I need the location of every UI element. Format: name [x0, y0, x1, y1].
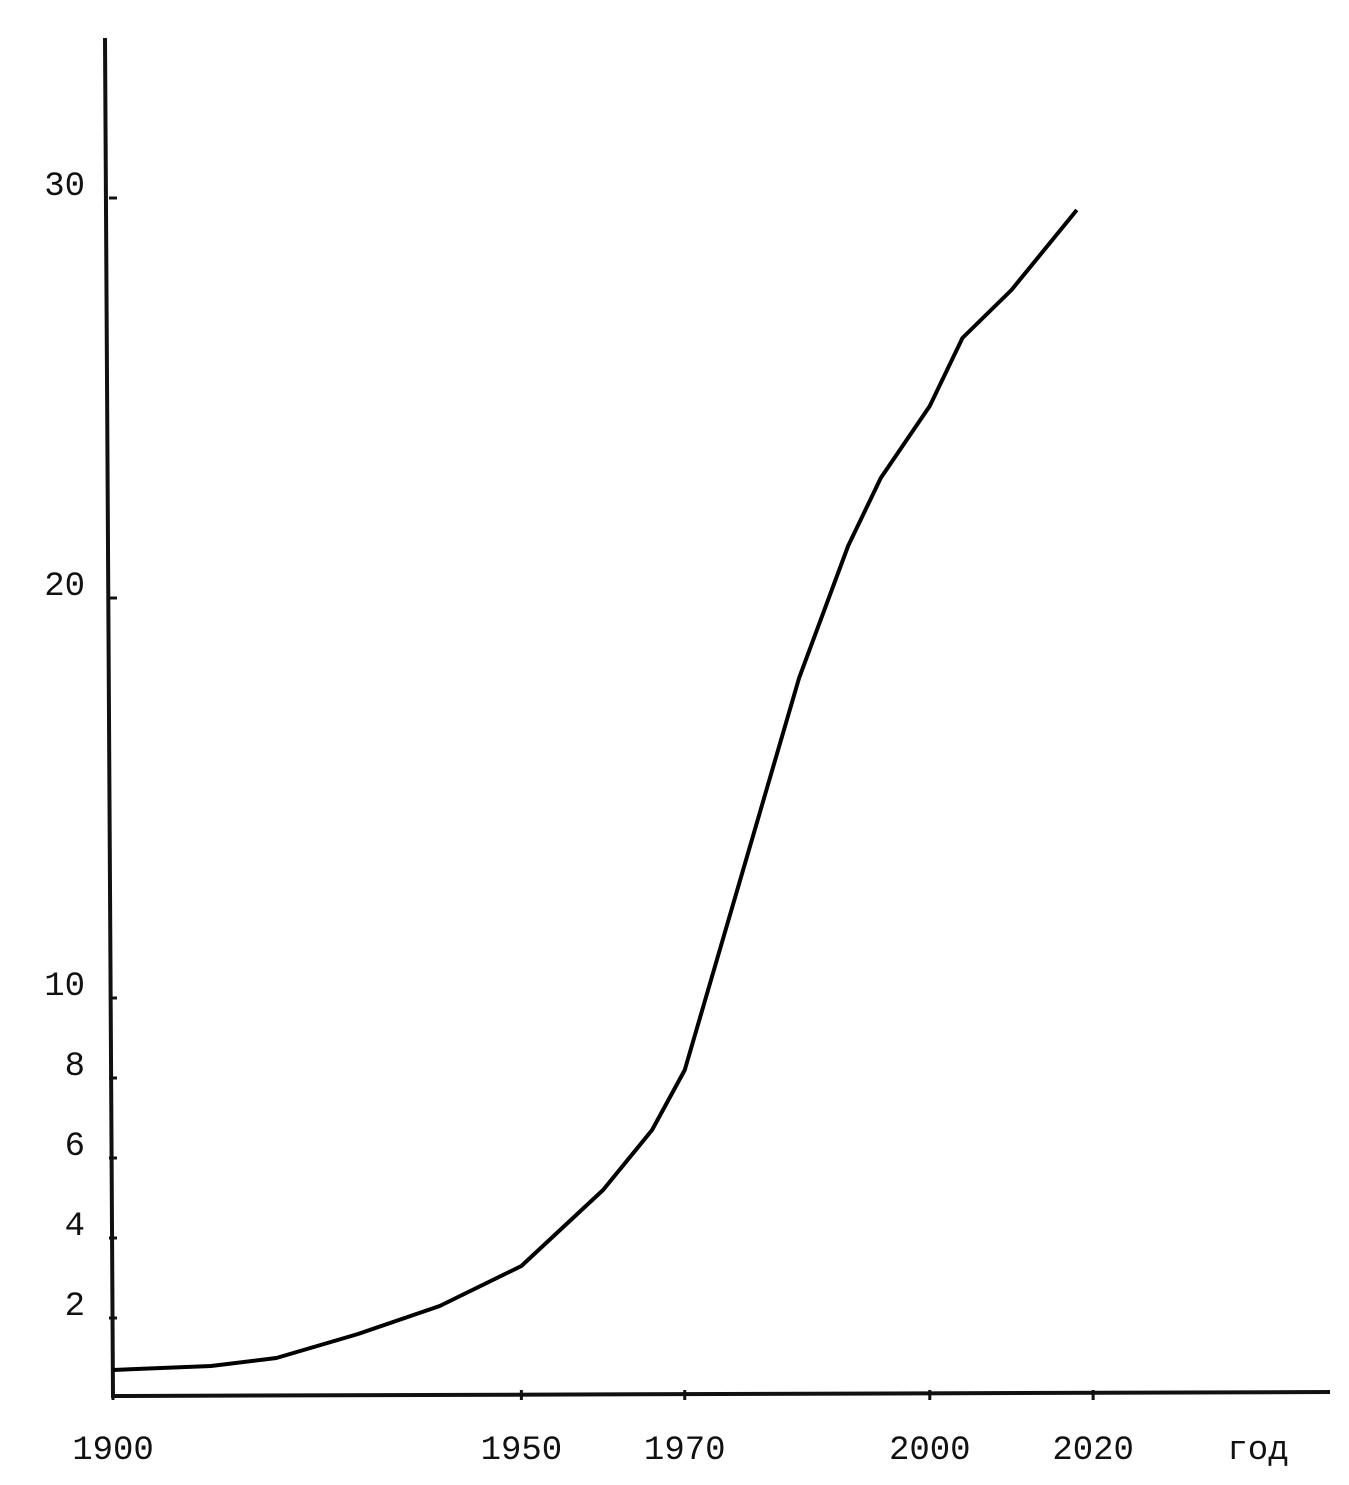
- y-tick-label: 20: [44, 568, 85, 606]
- y-tick-label: 2: [65, 1288, 85, 1326]
- x-tick-label: 2000: [889, 1432, 971, 1470]
- line: [112, 208, 1079, 1372]
- y-axis: [103, 37, 115, 1399]
- x-tick-label: 1900: [72, 1432, 154, 1470]
- y-tick-label: 6: [65, 1128, 85, 1166]
- x-axis-label: год: [1227, 1432, 1288, 1470]
- x-axis: [112, 1390, 1331, 1398]
- x-tick-label: 2020: [1052, 1432, 1134, 1470]
- y-tick-label: 10: [44, 968, 85, 1006]
- x-tick-label: 1970: [644, 1432, 726, 1470]
- y-tick-label: 8: [65, 1048, 85, 1086]
- y-tick-label: 4: [65, 1208, 85, 1246]
- y-tick-label: 30: [44, 168, 85, 206]
- x-tick-label: 1950: [481, 1432, 563, 1470]
